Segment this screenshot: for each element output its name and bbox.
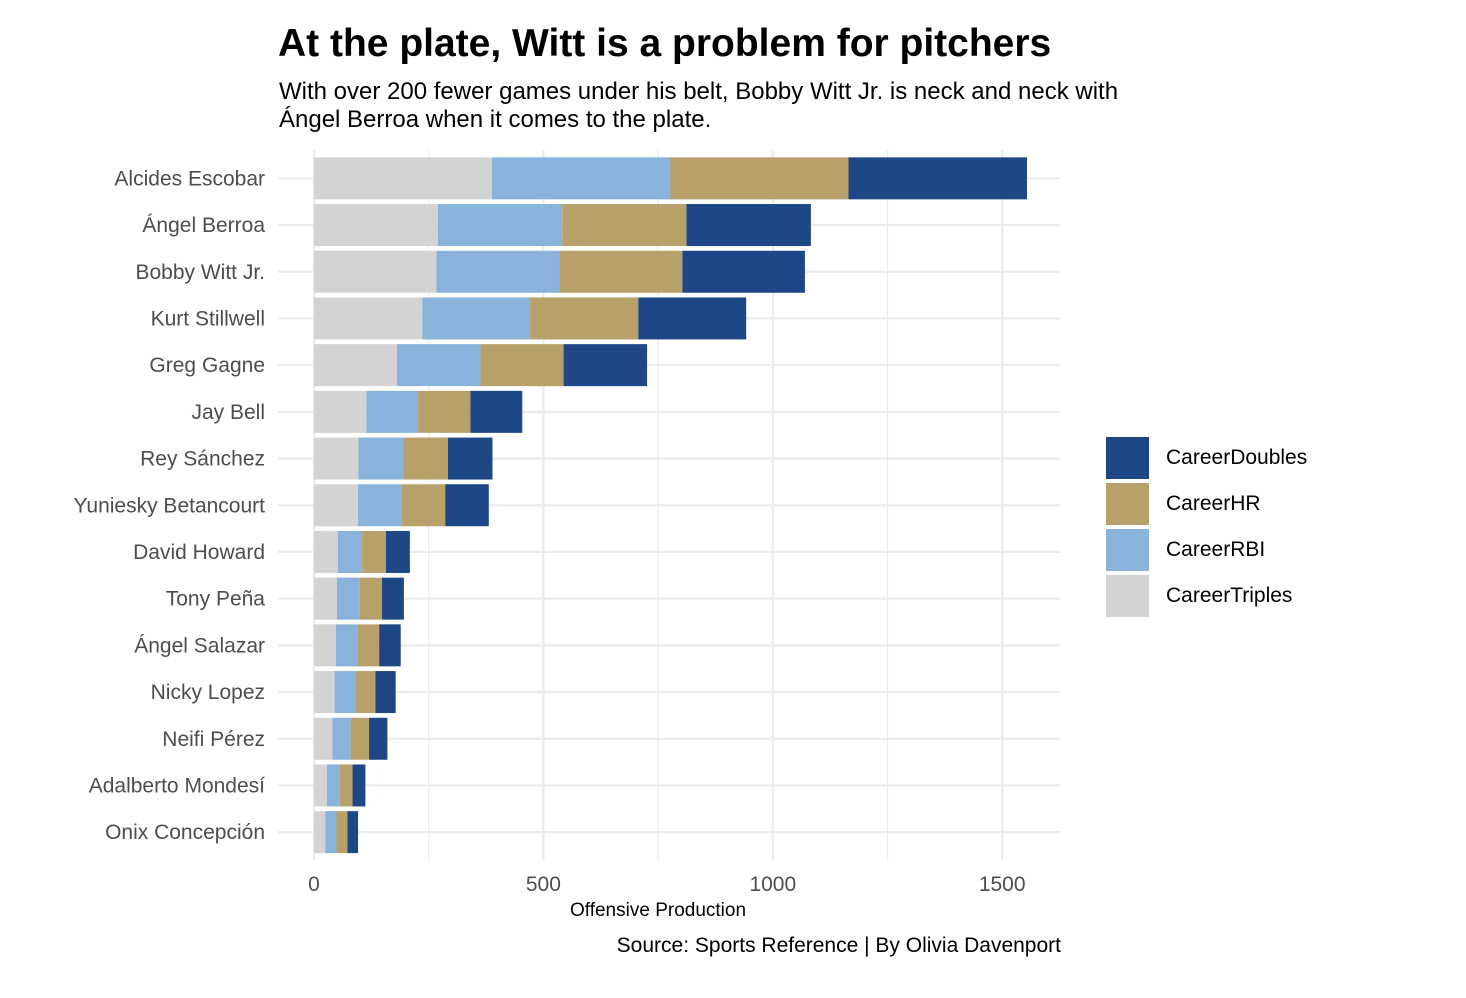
bar-segment [314, 250, 437, 293]
legend-swatch [1106, 575, 1149, 617]
bar-segment [480, 344, 564, 387]
chart-title: At the plate, Witt is a problem for pitc… [278, 22, 1052, 65]
legend-label: CareerTriples [1166, 584, 1293, 607]
legend: CareerDoubles CareerHR CareerRBI CareerTrip… [1106, 435, 1307, 619]
bar-segment [362, 530, 387, 573]
legend-swatch [1106, 483, 1149, 525]
bar-segment [638, 297, 747, 340]
bar-segment [381, 577, 404, 620]
y-tick-label: David Howard [133, 541, 265, 564]
bar-segment [314, 344, 398, 387]
y-tick-label: Greg Gagne [149, 354, 265, 377]
legend-item: CareerDoubles [1106, 435, 1307, 481]
bar-segment [350, 717, 370, 760]
bar-segment [337, 530, 363, 573]
bar-segment [397, 344, 481, 387]
bar-segment [359, 577, 382, 620]
bar-segment [422, 297, 531, 340]
bar-segment [352, 764, 366, 807]
bar-segment [336, 624, 358, 667]
legend-swatch [1106, 529, 1149, 571]
y-tick-label: Yuniesky Betancourt [74, 494, 266, 517]
bar-segment [470, 390, 523, 433]
bar-segment [436, 250, 560, 293]
bar-segment [492, 157, 671, 200]
bar-segment [314, 577, 337, 620]
bar-segment [314, 390, 367, 433]
bar-segment [314, 671, 335, 714]
bar-segment [358, 437, 404, 480]
bar-segment [326, 764, 340, 807]
bar-segment [366, 390, 419, 433]
bar-segment [314, 484, 359, 527]
bar-segment [403, 437, 448, 480]
y-tick-label: Adalberto Mondesí [89, 774, 265, 797]
y-tick-label: Neifi Pérez [162, 728, 265, 751]
legend-swatch [1106, 437, 1149, 479]
bar-segment [445, 484, 489, 527]
bar-segment [437, 204, 563, 247]
y-tick-label: Onix Concepción [105, 821, 265, 844]
y-tick-label: Tony Peña [166, 588, 266, 611]
bar-segment [447, 437, 493, 480]
bar-segment [686, 204, 811, 247]
y-tick-label: Rey Sánchez [140, 448, 265, 471]
bar-segment [357, 624, 380, 667]
y-tick-label: Kurt Stillwell [151, 307, 265, 330]
bar-segment [314, 811, 326, 854]
bar-segment [563, 344, 648, 387]
legend-item: CareerTriples [1106, 573, 1307, 619]
bar-segment [314, 204, 438, 247]
bar-segment [336, 811, 348, 854]
bar-segment [314, 530, 338, 573]
x-tick-label: 1500 [979, 873, 1026, 896]
y-tick-label: Bobby Witt Jr. [135, 261, 265, 284]
bar-segment [848, 157, 1027, 200]
bar-segment [314, 624, 337, 667]
bar-segment [314, 297, 423, 340]
legend-label: CareerDoubles [1166, 446, 1308, 469]
y-tick-label: Alcides Escobar [114, 167, 265, 190]
bar-segment [386, 530, 410, 573]
x-tick-label: 0 [308, 873, 320, 896]
x-axis-label: Offensive Production [570, 900, 747, 921]
y-tick-label: Nicky Lopez [151, 681, 265, 704]
legend-item: CareerRBI [1106, 527, 1307, 573]
bar-segment [355, 671, 376, 714]
bar-segment [332, 717, 351, 760]
bar-segment [670, 157, 849, 200]
legend-label: CareerHR [1166, 492, 1261, 515]
bar-segment [314, 437, 359, 480]
x-tick-label: 500 [526, 873, 561, 896]
bar-segment [314, 157, 493, 200]
bar-segment [314, 764, 327, 807]
bar-segment [369, 717, 388, 760]
legend-label: CareerRBI [1166, 538, 1266, 561]
bar-segment [336, 577, 360, 620]
bar-segment [682, 250, 805, 293]
bar-segment [379, 624, 401, 667]
y-tick-label: Jay Bell [191, 401, 265, 424]
bar-segment [418, 390, 471, 433]
bar-segment [375, 671, 396, 714]
chart-subtitle: With over 200 fewer games under his belt… [279, 78, 1119, 133]
bar-segment [325, 811, 337, 854]
legend-item: CareerHR [1106, 481, 1307, 527]
bar-segment [358, 484, 402, 527]
bar-segment [530, 297, 639, 340]
bar-segment [401, 484, 446, 527]
source-caption: Source: Sports Reference | By Olivia Dav… [616, 934, 1061, 957]
x-tick-label: 1000 [749, 873, 796, 896]
y-tick-label: Ángel Berroa [142, 214, 265, 237]
bar-segment [314, 717, 333, 760]
y-tick-label: Ángel Salazar [134, 634, 265, 657]
bar-segment [347, 811, 359, 854]
bar-segment [559, 250, 683, 293]
bar-segment [334, 671, 356, 714]
bar-segment [562, 204, 687, 247]
bar-segment [339, 764, 353, 807]
